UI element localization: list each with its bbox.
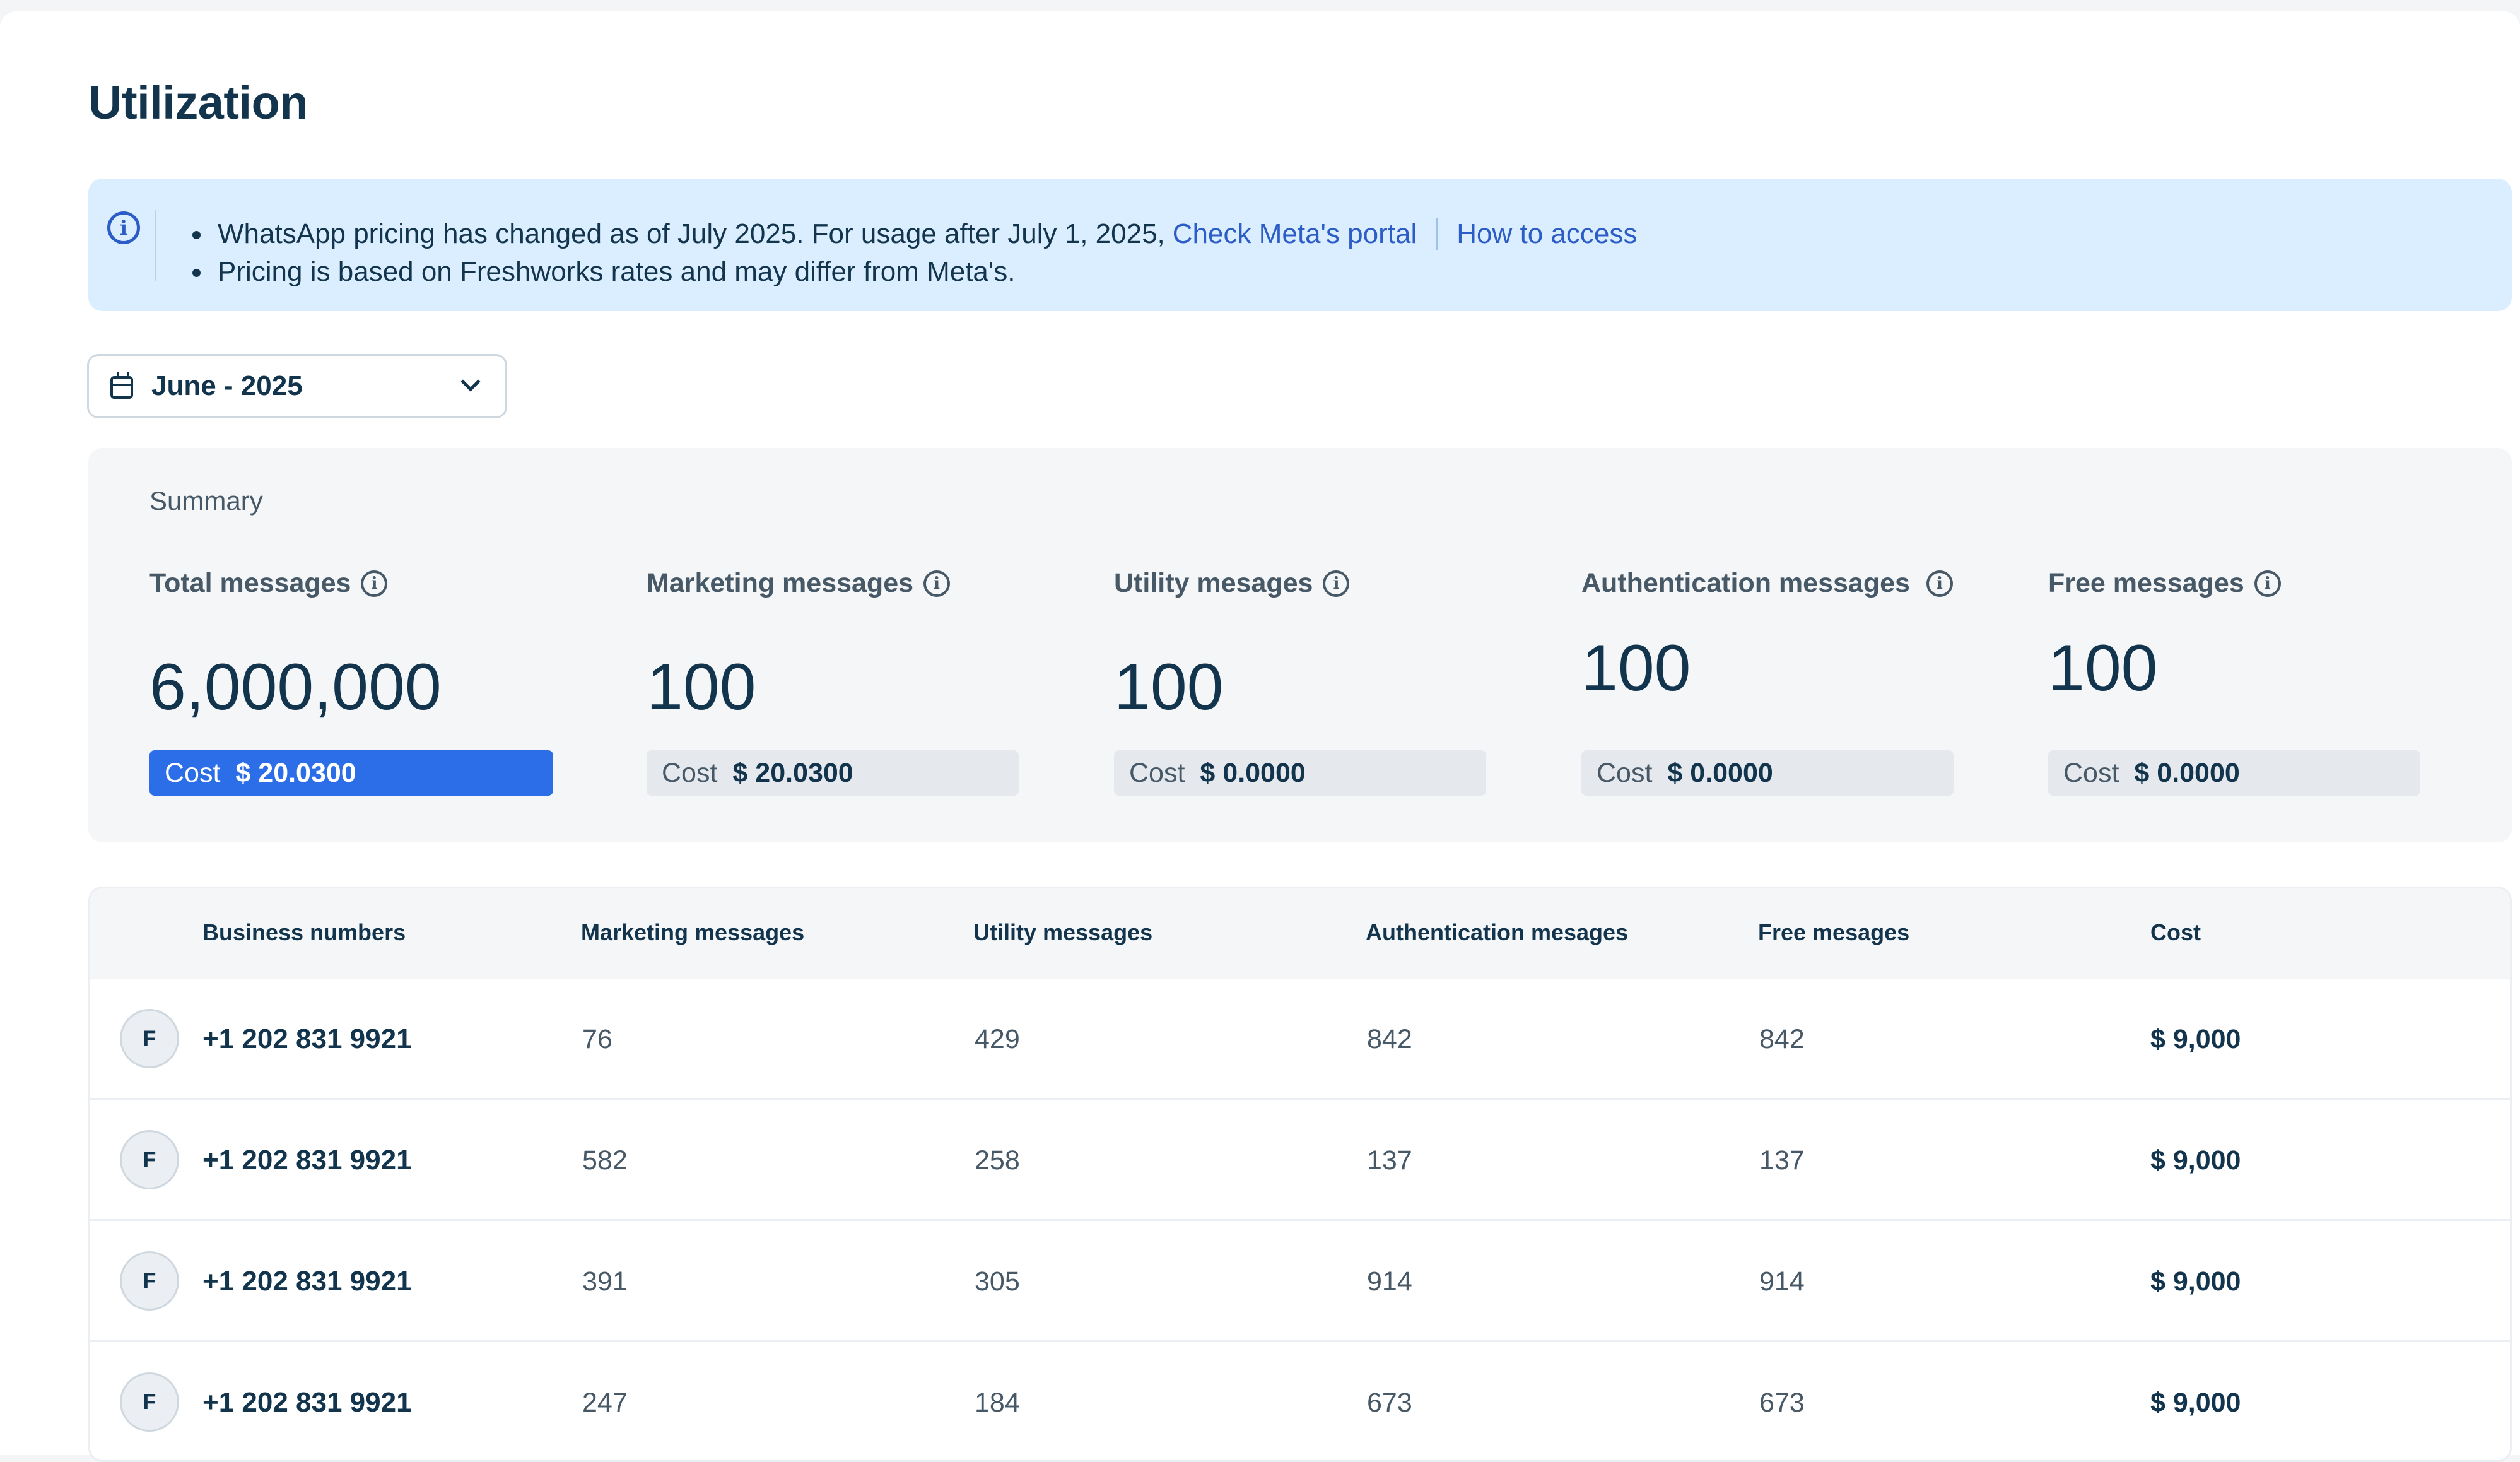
banner-divider [155,210,156,281]
cost-amount: $ 0.0000 [1667,757,1773,788]
column-header-marketing: Marketing messages [581,919,805,945]
metric-label-text: Total messages [149,568,351,598]
free-count: 137 [1759,1145,1805,1176]
metric-label-text: Marketing messages [647,568,914,598]
utility-count: 305 [975,1266,1020,1297]
metric-value: 6,000,000 [149,651,442,724]
column-header-authentication: Authentication mesages [1366,919,1629,945]
table-row[interactable]: F +1 202 831 9921 247 184 673 673 $ 9,00… [90,1342,2510,1460]
avatar: F [120,1251,179,1311]
table-header: Business numbers Marketing messages Util… [90,888,2510,979]
page-title: Utilization [88,76,308,129]
avatar: F [120,1130,179,1189]
info-icon: i [107,211,140,244]
row-cost: $ 9,000 [2150,1388,2241,1418]
banner-item-pricing-basis: Pricing is based on Freshworks rates and… [192,253,1637,291]
marketing-count: 76 [582,1024,612,1054]
metric-label: Authentication messages i [1581,568,1953,599]
summary-card: Summary Total messages i 6,000,000 Cost … [88,448,2512,842]
row-cost: $ 9,000 [2150,1145,2241,1176]
utility-count: 258 [975,1145,1020,1176]
banner-text: Pricing is based on Freshworks rates and… [218,256,1016,287]
calendar-icon [110,372,133,399]
summary-label: Summary [149,486,263,516]
metric-value: 100 [1114,651,1224,724]
info-banner: i WhatsApp pricing has changed as of Jul… [88,179,2512,311]
cost-badge: Cost $ 0.0000 [1114,750,1486,796]
column-header-cost: Cost [2150,919,2201,945]
metric-value: 100 [1581,632,1691,705]
metric-label-text: Free messages [2048,568,2244,598]
authentication-count: 842 [1367,1024,1412,1054]
metric-label-text: Utility mesages [1114,568,1313,598]
marketing-count: 247 [582,1388,628,1418]
cost-label: Cost [165,757,221,788]
row-cost: $ 9,000 [2150,1024,2241,1054]
link-separator [1436,218,1438,250]
metric-value: 100 [2048,632,2158,705]
metric-label-text: Authentication messages [1581,568,1910,598]
avatar: F [120,1372,179,1432]
free-count: 914 [1759,1266,1805,1297]
metric-label: Utility mesages i [1114,568,1350,599]
month-select[interactable]: June - 2025 [87,354,507,418]
marketing-count: 582 [582,1145,628,1176]
cost-badge: Cost $ 0.0000 [1581,750,1954,796]
info-icon[interactable]: i [1323,570,1350,597]
cost-badge: Cost $ 0.0000 [2048,750,2420,796]
cost-label: Cost [1597,757,1653,788]
utilization-table: Business numbers Marketing messages Util… [88,887,2512,1462]
business-number: +1 202 831 9921 [202,1145,412,1176]
utility-count: 184 [975,1388,1020,1418]
cost-badge: Cost $ 20.0300 [149,750,553,796]
authentication-count: 673 [1367,1388,1412,1418]
marketing-count: 391 [582,1266,628,1297]
metric-label: Marketing messages i [647,568,951,599]
info-icon[interactable]: i [2254,570,2281,597]
metric-label: Free messages i [2048,568,2281,599]
authentication-count: 137 [1367,1145,1412,1176]
table-row[interactable]: F +1 202 831 9921 391 305 914 914 $ 9,00… [90,1221,2510,1342]
how-to-access-link[interactable]: How to access [1456,218,1638,249]
info-icon[interactable]: i [361,570,388,597]
cost-amount: $ 20.0300 [235,757,356,788]
avatar: F [120,1009,179,1068]
cost-label: Cost [1129,757,1185,788]
authentication-count: 914 [1367,1266,1412,1297]
utilization-page: Utilization i WhatsApp pricing has chang… [0,11,2520,1462]
banner-list: WhatsApp pricing has changed as of July … [192,215,1638,291]
month-select-value: June - 2025 [151,370,303,401]
check-meta-portal-link[interactable]: Check Meta's portal [1172,218,1417,249]
cost-badge: Cost $ 20.0300 [647,750,1019,796]
metric-value: 100 [647,651,756,724]
cost-label: Cost [2063,757,2119,788]
banner-item-pricing-change: WhatsApp pricing has changed as of July … [192,215,1638,253]
column-header-business-numbers: Business numbers [202,919,406,945]
chevron-down-icon [460,372,481,392]
column-header-utility: Utility messages [973,919,1153,945]
free-count: 673 [1759,1388,1805,1418]
business-number: +1 202 831 9921 [202,1023,412,1054]
utility-count: 429 [975,1024,1020,1054]
cost-label: Cost [662,757,718,788]
business-number: +1 202 831 9921 [202,1266,412,1297]
column-header-free: Free mesages [1758,919,1910,945]
free-count: 842 [1759,1024,1805,1054]
info-icon[interactable]: i [923,570,951,597]
banner-text: WhatsApp pricing has changed as of July … [218,218,1165,249]
table-row[interactable]: F +1 202 831 9921 582 258 137 137 $ 9,00… [90,1100,2510,1221]
cost-amount: $ 20.0300 [732,757,853,788]
metric-label: Total messages i [149,568,388,599]
table-row[interactable]: F +1 202 831 9921 76 429 842 842 $ 9,000 [90,979,2510,1100]
info-icon[interactable]: i [1926,570,1953,597]
row-cost: $ 9,000 [2150,1266,2241,1297]
cost-amount: $ 0.0000 [2134,757,2240,788]
cost-amount: $ 0.0000 [1200,757,1306,788]
business-number: +1 202 831 9921 [202,1387,412,1418]
